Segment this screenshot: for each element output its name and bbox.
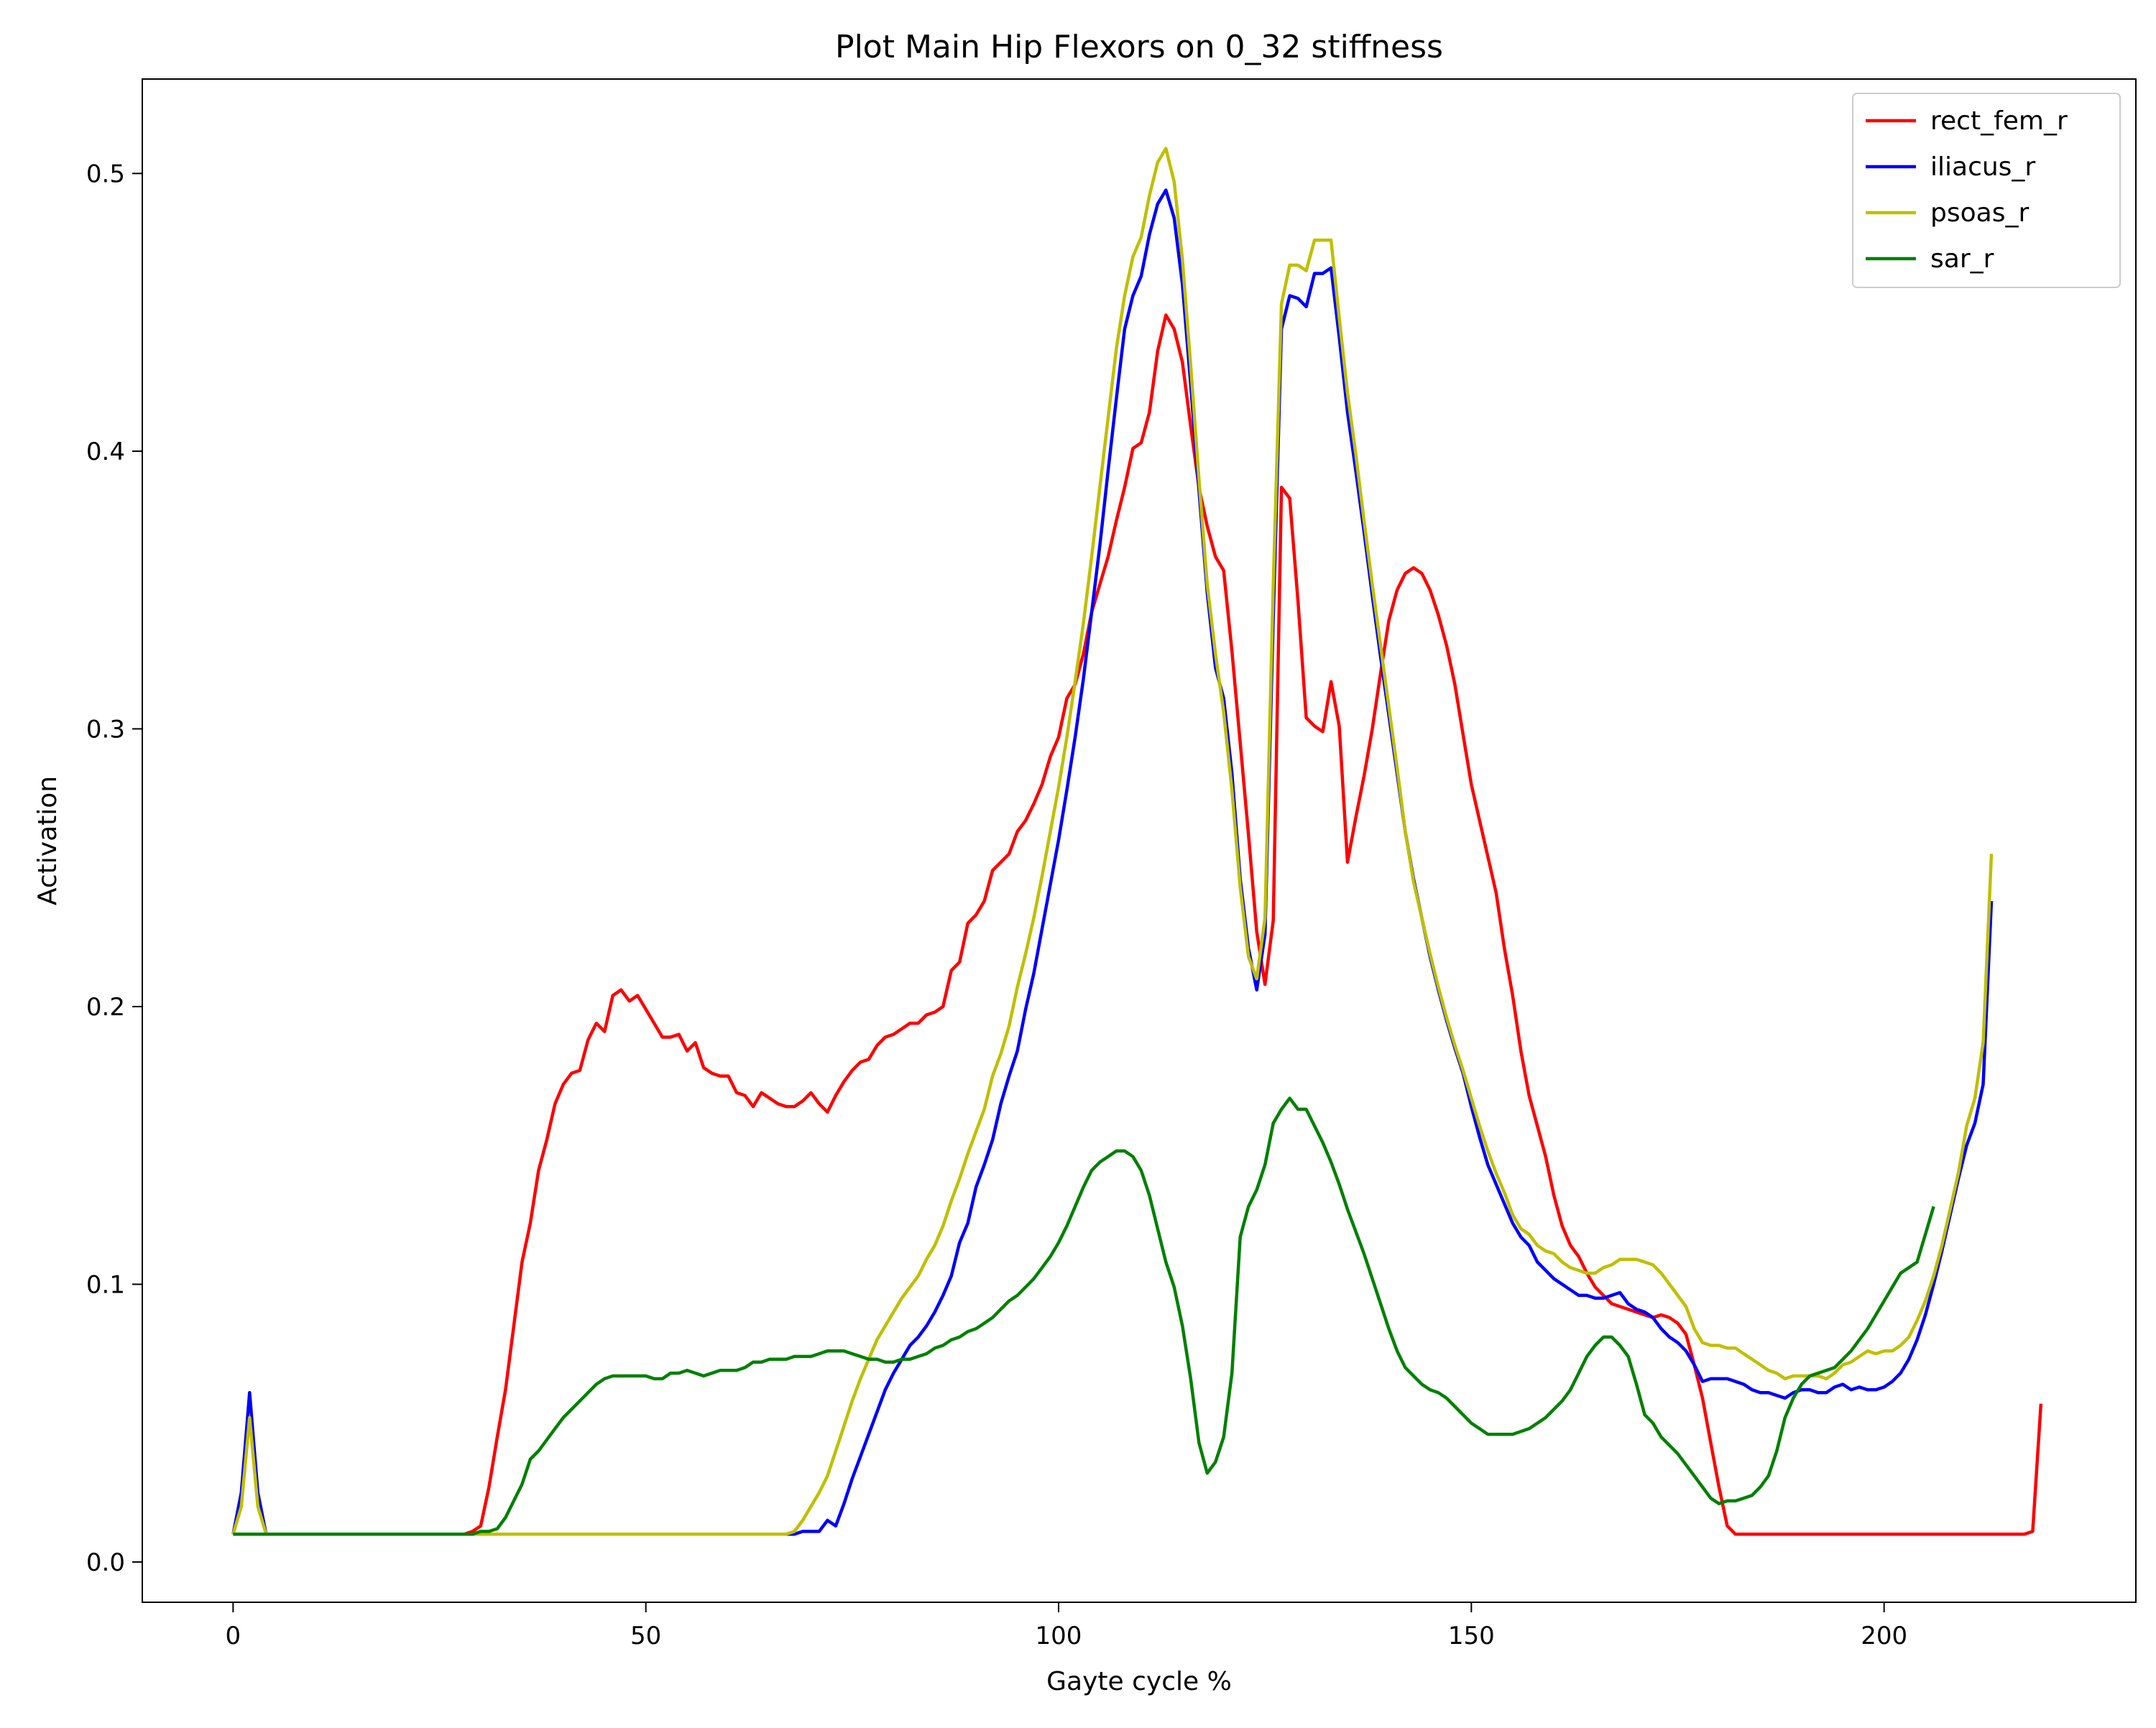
legend-box — [1852, 93, 2121, 288]
legend-label: psoas_r — [1930, 198, 2029, 228]
y-axis-label: Activation — [33, 776, 63, 905]
y-tick-label: 0.5 — [86, 160, 125, 188]
y-tick-label: 0.4 — [86, 438, 125, 466]
legend-label: sar_r — [1930, 244, 1994, 274]
x-tick-label: 200 — [1861, 1622, 1907, 1650]
legend: rect_fem_r iliacus_r psoas_r sar_r — [1852, 93, 2121, 288]
x-axis-label: Gayte cycle % — [1046, 1667, 1232, 1696]
x-tick-label: 100 — [1036, 1622, 1082, 1650]
axis-ticks: 0 50 100 150 200 0.0 0.1 0.2 0.3 0.4 0.5 — [86, 160, 1907, 1650]
y-tick-label: 0.0 — [86, 1548, 125, 1577]
plot-area-frame — [142, 78, 2137, 1603]
y-tick-label: 0.1 — [86, 1270, 125, 1299]
series-line-rect-fem-r — [233, 313, 2043, 1536]
plot-series — [231, 147, 2043, 1536]
x-tick-label: 150 — [1448, 1622, 1495, 1650]
x-tick-label: 0 — [226, 1622, 241, 1650]
chart-title: Plot Main Hip Flexors on 0_32 stiffness — [835, 29, 1443, 65]
x-tick-label: 50 — [630, 1622, 661, 1650]
series-line-iliacus-r — [231, 188, 1994, 1536]
y-tick-label: 0.2 — [86, 993, 125, 1022]
series-line-sar-r — [233, 1096, 1935, 1536]
legend-label: iliacus_r — [1930, 152, 2035, 182]
y-tick-label: 0.3 — [86, 715, 125, 744]
legend-label: rect_fem_r — [1930, 106, 2068, 136]
series-line-psoas-r — [231, 147, 1994, 1536]
